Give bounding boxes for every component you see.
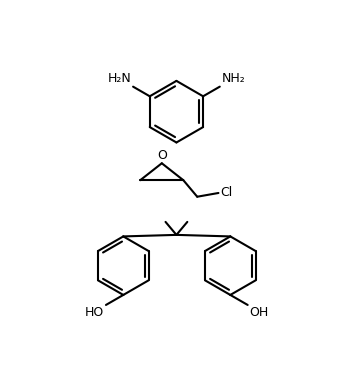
- Text: OH: OH: [249, 306, 268, 320]
- Text: HO: HO: [85, 306, 105, 320]
- Text: Cl: Cl: [220, 187, 232, 199]
- Text: H₂N: H₂N: [108, 72, 131, 85]
- Text: NH₂: NH₂: [221, 72, 245, 85]
- Text: O: O: [157, 149, 167, 162]
